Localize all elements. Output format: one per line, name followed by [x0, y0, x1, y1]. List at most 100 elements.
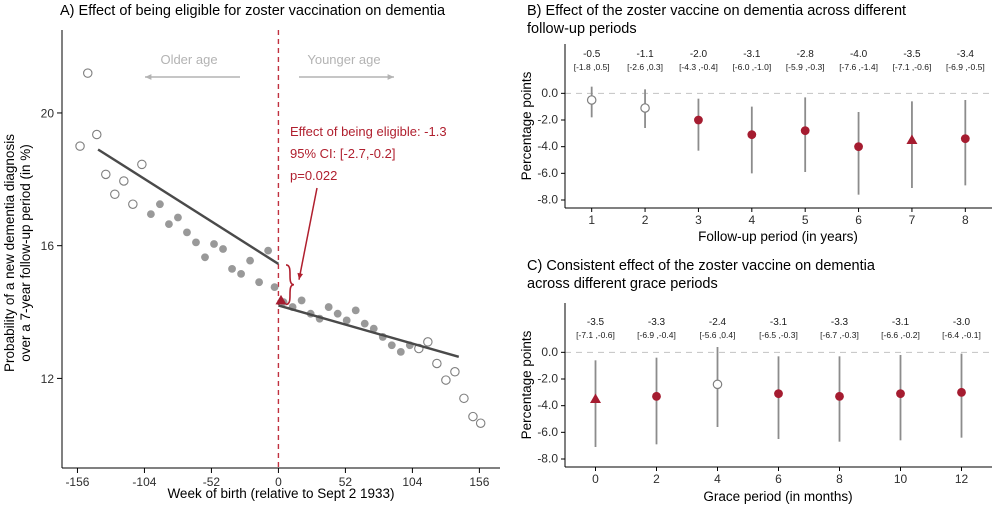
- ci-label: [-6.6 ,-0.2]: [881, 330, 920, 340]
- estimate-label: -3.1: [892, 317, 910, 328]
- estimate-marker-filled: [854, 142, 863, 152]
- ci-label: [-2.6 ,0.3]: [627, 62, 663, 72]
- x-tick-label: -156: [65, 475, 89, 489]
- estimate-marker-filled: [960, 134, 970, 144]
- y-tick-label: -8.0: [537, 193, 558, 207]
- estimate-label: -3.4: [957, 49, 975, 60]
- panel-b-xlabel: Follow-up period (in years): [698, 229, 858, 244]
- older-age-arrow: [145, 74, 240, 80]
- scatter-point-open: [441, 375, 451, 385]
- scatter-point-open: [137, 159, 147, 170]
- x-tick-label: 8: [836, 472, 843, 486]
- ci-label: [-5.6 ,0.4]: [700, 330, 736, 340]
- panel-a-title: A) Effect of being eligible for zoster v…: [60, 3, 446, 19]
- ci-label: [-6.4 ,-0.1]: [942, 330, 981, 340]
- estimate-marker-filled: [694, 115, 703, 125]
- estimate-label: -2.0: [690, 49, 708, 60]
- x-tick-label: 8: [962, 213, 969, 227]
- scatter-point-filled: [297, 296, 306, 305]
- y-tick-label: 16: [41, 239, 55, 253]
- y-tick-label: -2.0: [537, 372, 558, 386]
- ci-label: [-6.5 ,-0.3]: [759, 330, 798, 340]
- cutoff-estimate-triangle: [275, 294, 287, 305]
- x-tick-label: 2: [642, 213, 649, 227]
- scatter-points: [75, 68, 486, 428]
- estimate-marker-open: [712, 379, 723, 390]
- older-age-label: Older age: [160, 52, 217, 67]
- x-tick-label: 1: [588, 213, 595, 227]
- scatter-point-filled: [192, 238, 200, 247]
- y-tick-label: -8.0: [537, 452, 558, 466]
- ci-label: [-6.9 ,-0.5]: [946, 62, 985, 72]
- ci-label: [-6.7 ,-0.3]: [820, 330, 859, 340]
- estimate-label: -1.1: [636, 49, 654, 60]
- y-tick-label: -2.0: [537, 113, 558, 127]
- x-tick-label: 0: [275, 475, 282, 489]
- scatter-point-open: [432, 358, 442, 369]
- scatter-point-open: [468, 411, 478, 422]
- scatter-point-filled: [246, 256, 254, 265]
- annotation-arrow: [297, 187, 318, 280]
- scatter-point-open: [92, 129, 102, 140]
- x-tick-label: 5: [802, 213, 809, 227]
- ci-label: [-6.9 ,-0.4]: [637, 330, 676, 340]
- scatter-point-open: [459, 393, 469, 404]
- x-tick-label: 3: [695, 213, 702, 227]
- estimate-marker-open: [586, 95, 597, 105]
- panel-a-ylabel-line1: Probability of a new dementia diagnosis: [2, 134, 17, 372]
- estimate-label: -3.1: [770, 317, 788, 328]
- panel-a-ylabel-line2: over a 7-year follow-up period (in %): [18, 144, 33, 362]
- ci-label: [-6.0 ,-1.0]: [732, 62, 771, 72]
- axes: 0.0 -2.0 -4.0 -6.0 -8.0 0 2 4 6 8 10 12: [537, 303, 992, 486]
- estimate-marker-triangle: [590, 393, 601, 403]
- effect-annotation-line3: p=0.022: [290, 168, 337, 183]
- scatter-point-open: [110, 189, 120, 200]
- ci-label: [-7.6 ,-1.4]: [839, 62, 878, 72]
- x-tick-label: -104: [132, 475, 156, 489]
- x-tick-label: 2: [653, 472, 660, 486]
- y-tick-label: 20: [41, 106, 55, 120]
- panel-a-plot-layer: -156 -104 -52 0 52 104 156 12 16 20: [41, 30, 500, 489]
- y-tick-label: -6.0: [537, 166, 558, 180]
- scatter-point-filled: [342, 316, 351, 325]
- panel-c-title-line2: across different grace periods: [527, 276, 718, 292]
- panel-a-xlabel: Week of birth (relative to Sept 2 1933): [167, 486, 394, 501]
- panel-b-ylabel: Percentage points: [519, 71, 534, 180]
- y-tick-label: 0.0: [541, 86, 558, 100]
- scatter-point-open: [475, 418, 486, 428]
- panel-a-chart: A) Effect of being eligible for zoster v…: [2, 3, 500, 501]
- x-tick-label: 10: [894, 472, 908, 486]
- estimate-label: -3.3: [648, 317, 666, 328]
- panel-b-chart: B) Effect of the zoster vaccine on demen…: [519, 3, 992, 244]
- panel-c-ylabel: Percentage points: [519, 330, 534, 439]
- estimate-label: -3.1: [743, 49, 761, 60]
- panel-b-title-line1: B) Effect of the zoster vaccine on demen…: [527, 3, 906, 19]
- x-tick-label: 156: [469, 475, 489, 489]
- x-tick-label: 52: [339, 475, 353, 489]
- estimate-marker-filled: [835, 391, 844, 401]
- scatter-point-filled: [264, 246, 273, 255]
- panel-c-chart: C) Consistent effect of the zoster vacci…: [519, 258, 992, 504]
- scatter-point-filled: [201, 253, 209, 262]
- x-tick-label: 12: [955, 472, 969, 486]
- panel-c-xlabel: Grace period (in months): [703, 489, 852, 504]
- estimate-label: -2.8: [797, 49, 815, 60]
- estimate-label: -3.5: [587, 317, 605, 328]
- scatter-point-open: [128, 199, 138, 209]
- scatter-point-filled: [255, 278, 263, 287]
- scatter-point-filled: [270, 283, 279, 292]
- panel-a-axes: -156 -104 -52 0 52 104 156 12 16 20: [41, 30, 500, 489]
- scatter-point-filled: [146, 210, 155, 219]
- estimate-marker-filled: [800, 126, 810, 136]
- scatter-point-filled: [174, 213, 182, 222]
- x-tick-label: 6: [855, 213, 862, 227]
- ci-label: [-7.1 ,-0.6]: [576, 330, 615, 340]
- y-tick-label: 12: [41, 372, 55, 386]
- scatter-point-filled: [369, 324, 378, 333]
- estimate-marker-open: [640, 103, 650, 113]
- scatter-point-open: [83, 68, 93, 78]
- younger-age-label: Younger age: [307, 52, 380, 67]
- estimate-marker-filled: [896, 389, 905, 399]
- scatter-point-filled: [396, 347, 405, 356]
